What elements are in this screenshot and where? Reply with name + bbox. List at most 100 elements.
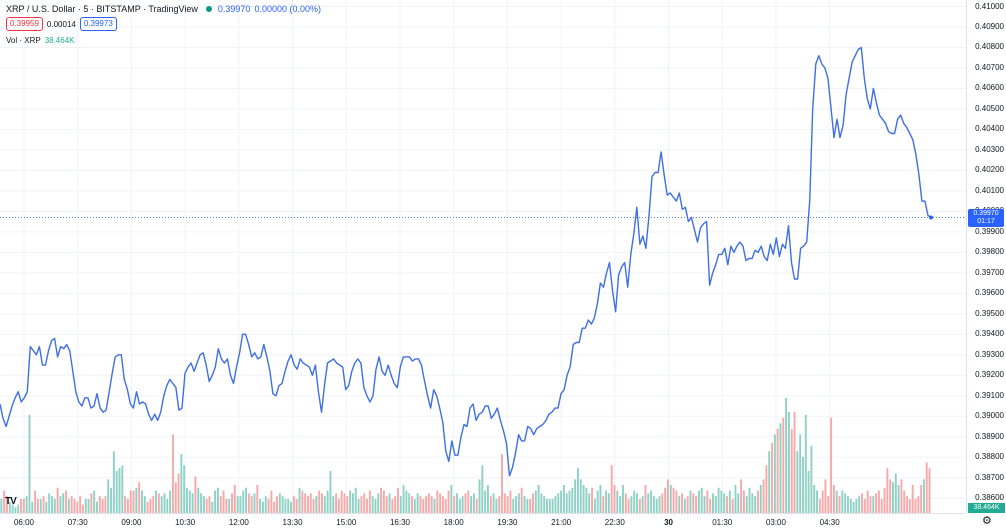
volume-bar xyxy=(436,490,439,513)
current-volume-label: 38.464K xyxy=(968,503,1005,513)
volume-bar xyxy=(253,493,256,513)
volume-bar xyxy=(45,501,48,513)
volume-bar xyxy=(411,496,413,513)
volume-bar xyxy=(236,496,239,513)
volume-bar xyxy=(813,484,816,513)
volume-bar xyxy=(863,498,866,513)
volume-bar xyxy=(872,496,875,513)
volume-bar xyxy=(346,496,349,513)
volume-bar xyxy=(925,462,928,513)
volume-bar xyxy=(771,442,773,513)
volume-bar xyxy=(214,490,217,513)
volume-bar xyxy=(731,498,734,513)
volume-bar xyxy=(776,428,779,513)
volume-bar xyxy=(276,496,278,513)
volume-legend[interactable]: Vol · XRP 38.464K xyxy=(6,36,75,45)
volume-bar xyxy=(484,490,487,513)
market-open-icon xyxy=(205,6,212,12)
volume-bar xyxy=(751,493,754,513)
time-tick-label: 03:00 xyxy=(765,518,786,527)
volume-bar xyxy=(765,465,768,513)
volume-bar xyxy=(641,496,644,513)
volume-bar xyxy=(380,487,383,513)
volume-bar xyxy=(222,490,225,513)
volume-bar xyxy=(728,490,731,513)
volume-bar xyxy=(270,490,273,513)
volume-bar xyxy=(596,490,599,513)
volume-bar xyxy=(489,496,492,513)
volume-bar xyxy=(821,490,824,513)
volume-bar xyxy=(413,498,416,513)
volume-bar xyxy=(321,493,323,513)
volume-bar xyxy=(160,496,163,513)
volume-bar xyxy=(382,490,385,513)
volume-bar xyxy=(377,493,380,513)
volume-bar xyxy=(652,496,655,513)
volume-bar xyxy=(875,493,878,513)
last-price-dot xyxy=(929,215,933,220)
time-tick-label: 13:30 xyxy=(282,518,303,527)
volume-bar xyxy=(897,484,900,513)
volume-bar xyxy=(703,496,706,513)
volume-bar xyxy=(349,490,352,513)
volume-bar xyxy=(48,493,51,513)
price-axis[interactable]: 0.41000 0.40900 0.40800 0.40700 0.40600 0.405… xyxy=(966,0,1006,513)
volume-bar xyxy=(835,490,838,513)
volume-bar xyxy=(447,490,450,513)
volume-bar xyxy=(804,414,807,513)
chart-canvas[interactable] xyxy=(0,0,966,513)
volume-bar xyxy=(247,493,250,513)
price-tick-label: 0.40600 xyxy=(975,83,1004,93)
price-tick-label: 0.39300 xyxy=(975,349,1004,359)
volume-bar xyxy=(152,496,155,513)
volume-bar xyxy=(571,487,574,513)
volume-bar xyxy=(107,479,110,513)
volume-bar xyxy=(394,496,397,513)
volume-bar xyxy=(98,496,101,513)
volume-bar xyxy=(638,498,641,513)
volume-bar xyxy=(695,496,698,513)
volume-bar xyxy=(920,484,923,513)
chart-plot-area[interactable] xyxy=(0,0,966,513)
volume-bar xyxy=(858,496,861,513)
volume-bar xyxy=(759,484,762,513)
volume-bar xyxy=(368,490,371,513)
volume-bar xyxy=(141,490,143,513)
volume-bar xyxy=(461,496,464,513)
volume-bar xyxy=(171,434,174,513)
volume-bar xyxy=(284,498,287,513)
volume-bar xyxy=(787,412,790,513)
volume-bar xyxy=(633,490,636,513)
volume-bar xyxy=(816,490,818,513)
volume-legend-value: 38.464K xyxy=(44,36,75,45)
volume-bar xyxy=(34,490,37,513)
volume-bar xyxy=(543,496,546,513)
spread-value: 0.00014 xyxy=(46,19,76,29)
time-tick-label: 22:30 xyxy=(604,518,625,527)
volume-bar xyxy=(104,496,107,513)
volume-bar xyxy=(723,493,726,513)
volume-bar xyxy=(256,484,259,513)
volume-bar xyxy=(343,493,346,513)
volume-bar xyxy=(470,496,473,513)
volume-bar xyxy=(495,498,498,513)
volume-bar xyxy=(90,493,93,513)
volume-bar xyxy=(427,493,430,513)
volume-bar xyxy=(456,493,458,513)
volume-bar xyxy=(574,479,577,513)
volume-bar xyxy=(675,490,678,513)
gear-icon[interactable]: ⚙ xyxy=(982,515,992,527)
time-axis[interactable]: 06:00 07:30 09:00 10:30 12:00 13:30 15:00 16:30… xyxy=(0,513,966,530)
volume-bar xyxy=(304,493,307,513)
volume-bar xyxy=(844,493,847,513)
volume-bar xyxy=(799,434,802,513)
volume-bar xyxy=(20,498,23,513)
volume-bar xyxy=(773,434,776,513)
volume-bar xyxy=(529,498,532,513)
symbol-title[interactable]: XRP / U.S. Dollar · 5 · BITSTAMP · Tradi… xyxy=(6,4,198,14)
volume-bar xyxy=(726,496,728,513)
volume-bar xyxy=(329,470,332,513)
tradingview-logo[interactable]: TV xyxy=(5,496,17,507)
volume-bar xyxy=(748,487,751,513)
volume-bar xyxy=(31,501,34,513)
